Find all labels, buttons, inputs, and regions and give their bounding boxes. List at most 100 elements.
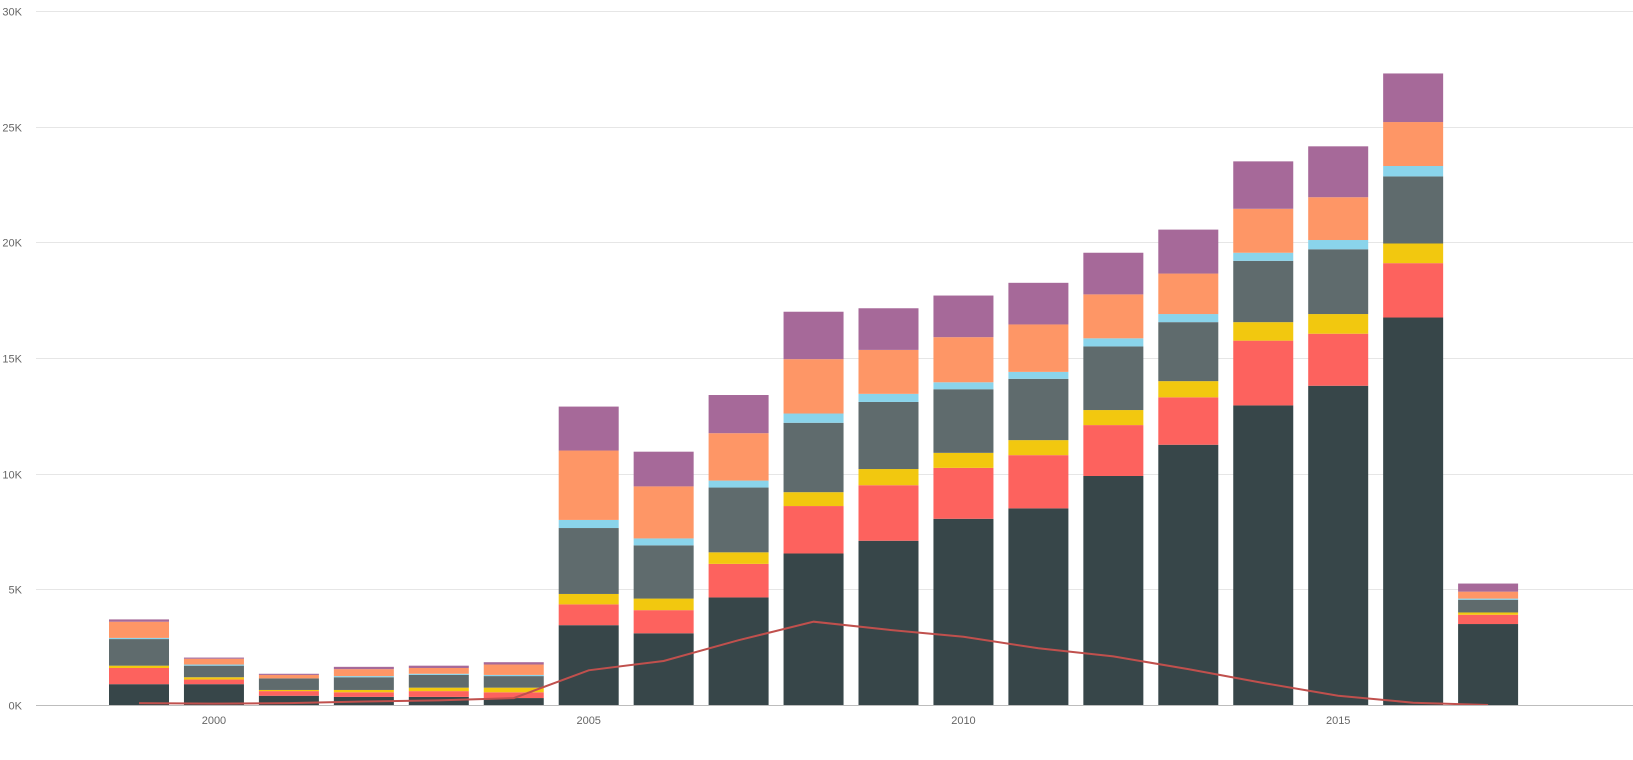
bar-segment: [1383, 263, 1444, 318]
bar-segment: [783, 506, 844, 554]
bar-stack-2011: [1008, 282, 1069, 705]
bar-segment: [1083, 294, 1144, 339]
bar-segment: [483, 692, 544, 699]
bar-segment: [708, 487, 769, 553]
bar-segment: [633, 451, 694, 487]
trend-line: [138, 620, 1489, 706]
bar-stack-2015: [1308, 146, 1369, 705]
bar-segment: [708, 597, 769, 705]
bar-segment: [408, 674, 469, 688]
bar-segment: [183, 665, 244, 678]
bar-segment: [783, 311, 844, 360]
bar-segment: [633, 538, 694, 546]
bar-segment: [1008, 282, 1069, 325]
bar-segment: [1008, 508, 1069, 705]
bar-segment: [558, 519, 619, 529]
bar-segment: [1458, 599, 1519, 613]
bar-segment: [1383, 317, 1444, 705]
bar-stack-2014: [1233, 161, 1294, 705]
bar-segment: [708, 552, 769, 564]
bar-segment: [183, 679, 244, 685]
bar-segment: [1083, 252, 1144, 295]
bar-segment: [408, 667, 469, 674]
bar-stack-2000: [183, 657, 244, 705]
bar-stack-2008: [783, 311, 844, 705]
bar-segment: [783, 413, 844, 423]
bar-segment: [333, 666, 394, 670]
bar-segment: [633, 486, 694, 539]
bar-segment: [933, 389, 994, 453]
bar-segment: [408, 665, 469, 668]
bar-segment: [1308, 146, 1369, 198]
bar-segment: [858, 485, 919, 541]
bar-segment: [109, 637, 169, 640]
bar-segment: [1008, 455, 1069, 509]
bar-segment: [1308, 314, 1369, 334]
y-tick-label: 25K: [2, 123, 22, 135]
y-tick-label: 5K: [9, 585, 23, 597]
bar-segment: [333, 689, 394, 693]
bar-segment: [558, 593, 619, 605]
y-tick-label: 10K: [2, 470, 22, 482]
bar-segment: [483, 698, 544, 705]
bar-segment: [933, 382, 994, 390]
bar-segment: [933, 337, 994, 383]
bar-segment: [1383, 176, 1444, 244]
bar-stacks: [109, 73, 1519, 705]
bar-segment: [633, 598, 694, 611]
bar-segment: [333, 692, 394, 697]
bar-segment: [783, 553, 844, 705]
bar-segment: [1383, 165, 1444, 177]
bar-segment: [183, 684, 244, 705]
bar-segment: [183, 677, 244, 680]
bar-segment: [1233, 405, 1294, 705]
bar-segment: [858, 393, 919, 402]
bar-segment: [408, 687, 469, 692]
bar-segment: [858, 349, 919, 394]
bar-segment: [1158, 444, 1219, 705]
bar-stack-2016: [1383, 73, 1444, 705]
bar-segment: [1008, 378, 1069, 441]
bar-segment: [1083, 346, 1144, 411]
bar-segment: [708, 480, 769, 488]
bar-segment: [558, 528, 619, 594]
bar-segment: [1008, 324, 1069, 372]
trend-line-layer: [138, 620, 1489, 706]
bar-segment: [109, 639, 169, 666]
bar-segment: [858, 308, 919, 350]
bar-segment: [1308, 197, 1369, 241]
bar-segment: [933, 518, 994, 705]
bar-segment: [858, 469, 919, 486]
bar-segment: [333, 676, 394, 678]
bar-segment: [1233, 208, 1294, 253]
bar-segment: [109, 667, 169, 685]
bar-segment: [633, 633, 694, 705]
bar-segment: [1233, 322, 1294, 341]
bar-segment: [1233, 340, 1294, 406]
bar-segment: [1383, 243, 1444, 264]
bar-stack-2002: [333, 666, 394, 705]
bar-stack-2009: [858, 308, 919, 705]
bar-segment: [1008, 440, 1069, 456]
bar-segment: [1458, 614, 1519, 625]
bar-segment: [333, 669, 394, 677]
bar-segment: [109, 684, 169, 705]
bar-segment: [1158, 397, 1219, 445]
bar-stack-2010: [933, 295, 994, 705]
bar-segment: [1158, 314, 1219, 323]
x-tick-label: 2015: [1326, 715, 1350, 727]
bar-segment: [708, 433, 769, 481]
bar-segment: [1233, 260, 1294, 323]
bar-segment: [558, 604, 619, 626]
bar-segment: [1083, 410, 1144, 426]
bar-segment: [783, 359, 844, 414]
bar-segment: [1158, 322, 1219, 382]
bar-segment: [483, 662, 544, 665]
bar-segment: [783, 492, 844, 507]
bar-segment: [933, 295, 994, 338]
bar-segment: [1233, 161, 1294, 209]
bar-segment: [933, 467, 994, 519]
bar-stack-2004: [483, 662, 544, 705]
bar-segment: [1083, 475, 1144, 705]
